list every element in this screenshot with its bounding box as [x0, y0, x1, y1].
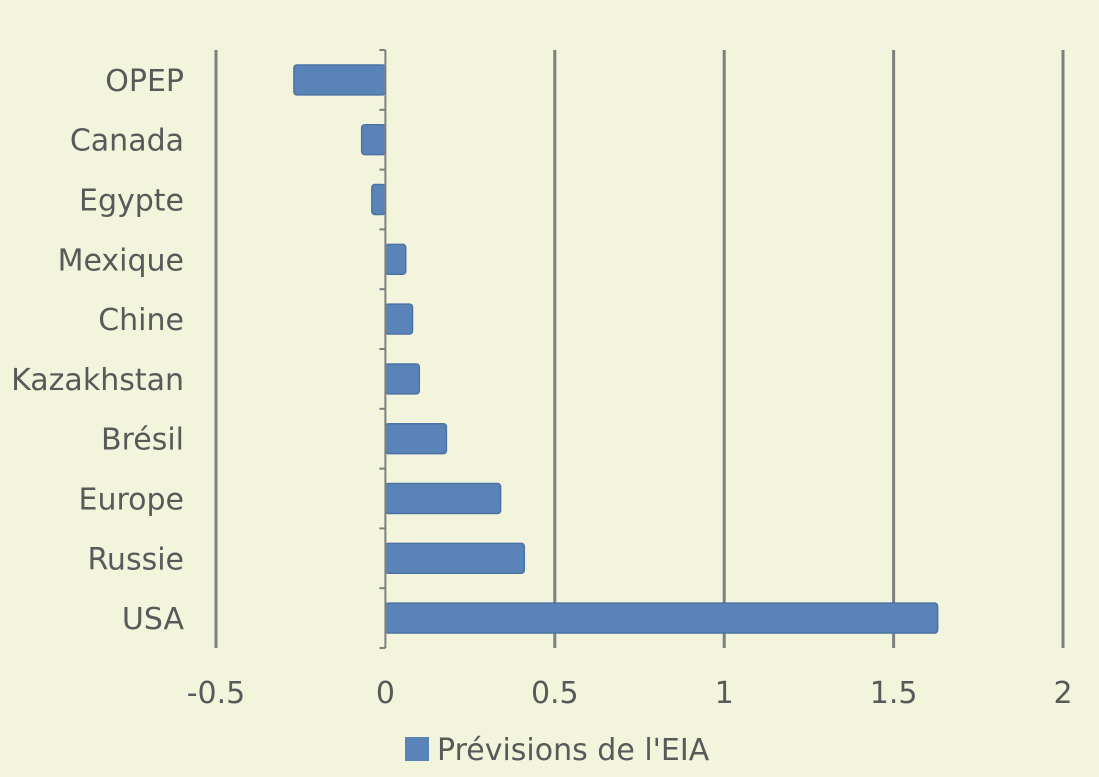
- category-label: Chine: [98, 303, 184, 338]
- legend-label: Prévisions de l'EIA: [437, 733, 710, 768]
- category-label: Canada: [70, 124, 184, 159]
- category-label: Egypte: [79, 184, 184, 219]
- legend: Prévisions de l'EIA: [405, 733, 710, 768]
- bars: [293, 64, 939, 634]
- bar-canada: [360, 124, 387, 156]
- category-axis: [379, 49, 387, 649]
- bar-chine: [384, 303, 414, 335]
- x-tick-label: 0: [376, 676, 395, 711]
- bar-mexique: [384, 243, 407, 276]
- category-label: Mexique: [58, 243, 184, 278]
- bar-russie: [384, 542, 526, 574]
- bar-usa: [384, 602, 939, 634]
- x-tick-label: 0.5: [531, 676, 579, 711]
- bar-opep: [293, 64, 387, 96]
- x-tick-label: 1.5: [870, 676, 918, 711]
- bar-egypte: [371, 183, 387, 216]
- category-label: Europe: [79, 483, 185, 518]
- x-tick-label: 2: [1053, 676, 1072, 711]
- bar-brésil: [384, 423, 448, 455]
- bar-europe: [384, 482, 502, 515]
- category-label: USA: [122, 602, 185, 637]
- category-label: Russie: [87, 542, 184, 577]
- category-label: Kazakhstan: [11, 363, 184, 398]
- category-label: OPEP: [105, 64, 184, 99]
- x-tick-label: 1: [715, 676, 734, 711]
- category-label: Brésil: [101, 423, 184, 458]
- legend-swatch: [405, 737, 429, 761]
- gridlines: [214, 50, 1065, 648]
- x-tick-label: -0.5: [187, 676, 246, 711]
- category-labels: OPEP Canada Egypte Mexique Chine Kazakhstan Br…: [11, 64, 184, 637]
- bar-kazakhstan: [384, 363, 421, 395]
- x-tick-labels: -0.5 0 0.5 1 1.5 2: [187, 676, 1073, 711]
